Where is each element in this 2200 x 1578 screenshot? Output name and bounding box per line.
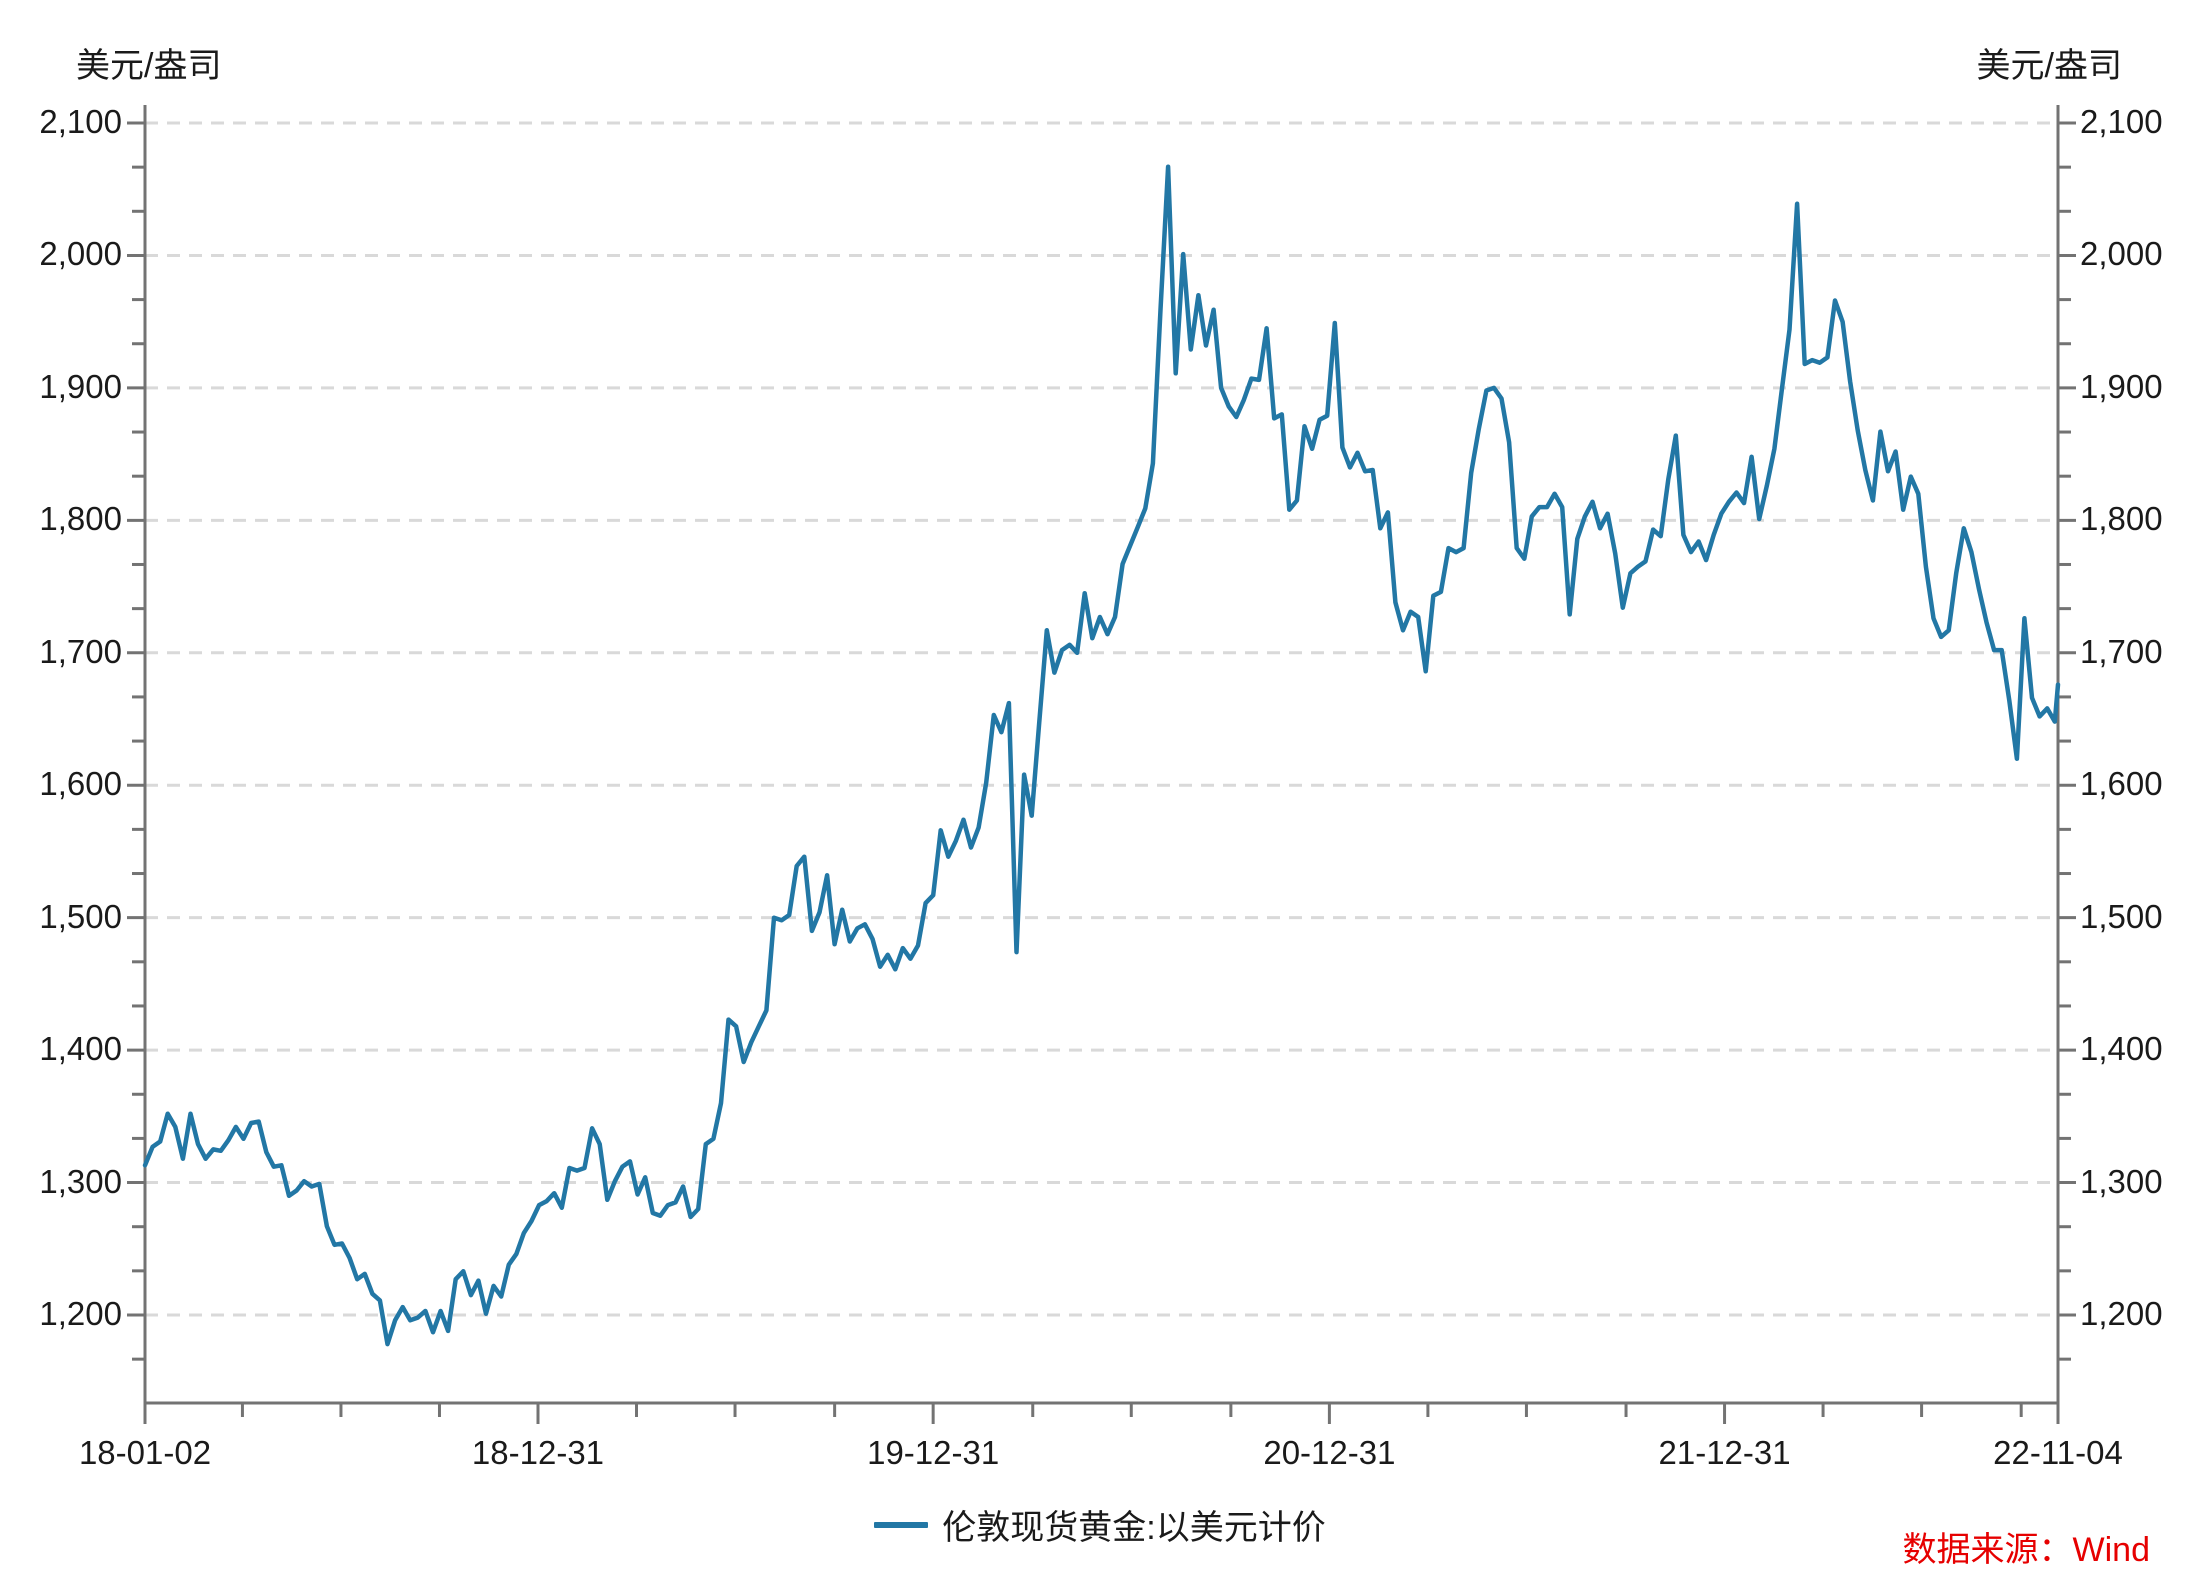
x-tick-label-20-12-31: 20-12-31	[1263, 1434, 1396, 1471]
x-tick-label-22-11-04: 22-11-04	[1993, 1434, 2123, 1471]
series-group	[142, 164, 2061, 1347]
y-tick-label-left-1300: 1,300	[39, 1162, 122, 1200]
y-tick-label-right-2000: 2,000	[2080, 235, 2163, 273]
y-tick-label-right-1600: 1,600	[2080, 765, 2163, 803]
y-tick-label-right-1800: 1,800	[2080, 500, 2163, 538]
y-tick-label-right-1200: 1,200	[2080, 1295, 2163, 1333]
y-tick-label-right-2100: 2,100	[2080, 103, 2163, 141]
series-line-london-spot-gold	[142, 164, 2061, 1347]
legend-series-label: 伦敦现货黄金:以美元计价	[942, 1509, 1326, 1547]
x-tick-label-21-12-31: 21-12-31	[1658, 1434, 1791, 1471]
y-axis-title-right: 美元/盎司	[1976, 47, 2122, 85]
y-tick-label-left-1500: 1,500	[39, 897, 122, 935]
y-tick-label-left-1600: 1,600	[39, 765, 122, 803]
y-tick-label-left-2000: 2,000	[39, 235, 122, 273]
gridlines	[145, 121, 2058, 1317]
y-tick-label-right-1300: 1,300	[2080, 1162, 2163, 1200]
y-tick-label-left-1800: 1,800	[39, 500, 122, 538]
y-tick-label-left-1900: 1,900	[39, 368, 122, 406]
x-tick-label-18-12-31: 18-12-31	[471, 1434, 605, 1471]
legend: 伦敦现货黄金:以美元计价	[0, 1500, 2200, 1549]
y-tick-label-left-2100: 2,100	[39, 103, 122, 141]
y-tick-label-right-1500: 1,500	[2080, 897, 2163, 935]
data-source-note: 数据来源：Wind	[1902, 1531, 2150, 1569]
x-tick-label-18-01-02: 18-01-02	[78, 1434, 212, 1471]
y-tick-label-right-1400: 1,400	[2080, 1030, 2163, 1068]
y-tick-label-right-1900: 1,900	[2080, 368, 2163, 406]
y-tick-label-right-1700: 1,700	[2080, 633, 2163, 671]
axis-lines	[143, 105, 2060, 1405]
y-tick-label-left-1700: 1,700	[39, 633, 122, 671]
y-tick-label-left-1200: 1,200	[39, 1295, 122, 1333]
x-tick-label-19-12-31: 19-12-31	[867, 1434, 1000, 1471]
y-axis-title-left: 美元/盎司	[76, 47, 222, 85]
legend-line-marker	[874, 1521, 929, 1528]
y-tick-label-left-1400: 1,400	[39, 1030, 122, 1068]
axis-ticks	[127, 121, 2076, 1424]
